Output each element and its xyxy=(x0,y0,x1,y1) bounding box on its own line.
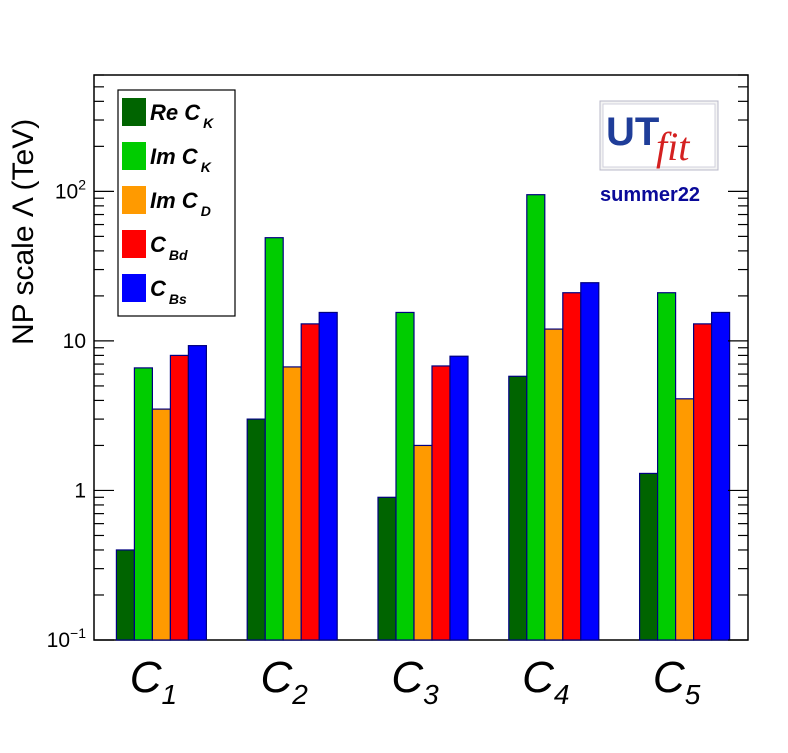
bar-2-3 xyxy=(282,366,302,641)
bar-5-5 xyxy=(710,311,731,641)
bar-3-1 xyxy=(377,496,397,641)
y-axis-label: NP scale Λ (TeV) xyxy=(7,119,40,345)
y-tick-label: 10 xyxy=(63,330,86,353)
utfit-logo: UT fit summer22 xyxy=(599,100,719,206)
bar-2-1 xyxy=(246,418,266,641)
legend-swatch xyxy=(122,230,146,258)
bar-1-4 xyxy=(169,354,189,641)
y-tick-label: 102 xyxy=(55,176,86,203)
bar-2-2 xyxy=(264,237,284,641)
logo-fit-text: fit xyxy=(656,124,690,169)
bar-5-1 xyxy=(638,472,659,641)
x-category-label: C3 xyxy=(391,653,439,710)
legend-swatch xyxy=(122,98,146,126)
axes-group: 10−1 1 10 102 C1 C2 C3 C4 C5 xyxy=(47,74,748,710)
bar-3-2 xyxy=(395,311,415,641)
legend-swatch xyxy=(122,186,146,214)
bar-5-3 xyxy=(674,398,695,641)
bar-3-3 xyxy=(413,444,433,641)
bar-1-2 xyxy=(133,367,153,641)
bar-4-3 xyxy=(544,328,564,641)
y-tick-label: 10−1 xyxy=(47,625,87,652)
bar-3-5 xyxy=(449,355,469,641)
bar-3-4 xyxy=(431,365,451,641)
bar-4-5 xyxy=(580,282,600,641)
x-category-label: C5 xyxy=(653,653,701,710)
x-category-label: C1 xyxy=(130,653,177,710)
legend-swatch xyxy=(122,142,146,170)
bar-4-1 xyxy=(508,375,528,641)
x-category-label: C2 xyxy=(261,653,309,710)
logo-campaign-text: summer22 xyxy=(600,184,700,206)
bar-5-2 xyxy=(656,292,677,641)
x-category-label: C4 xyxy=(522,653,569,710)
bars-group xyxy=(115,194,731,641)
bar-4-4 xyxy=(562,292,582,641)
legend-swatch xyxy=(122,274,146,302)
bar-2-4 xyxy=(300,323,320,641)
bar-2-5 xyxy=(318,311,338,641)
legend: Re C K Im C K Im C D C Bd C Bs xyxy=(117,89,236,317)
logo-ut-text: UT xyxy=(606,110,659,154)
legend-label: C Bd xyxy=(150,232,188,263)
bar-4-2 xyxy=(526,194,546,641)
y-tick-label: 1 xyxy=(74,479,86,502)
legend-label: C Bs xyxy=(150,276,187,307)
bar-1-5 xyxy=(187,345,207,641)
bar-1-3 xyxy=(151,408,171,641)
bar-5-4 xyxy=(692,323,713,641)
bar-1-1 xyxy=(115,549,136,641)
